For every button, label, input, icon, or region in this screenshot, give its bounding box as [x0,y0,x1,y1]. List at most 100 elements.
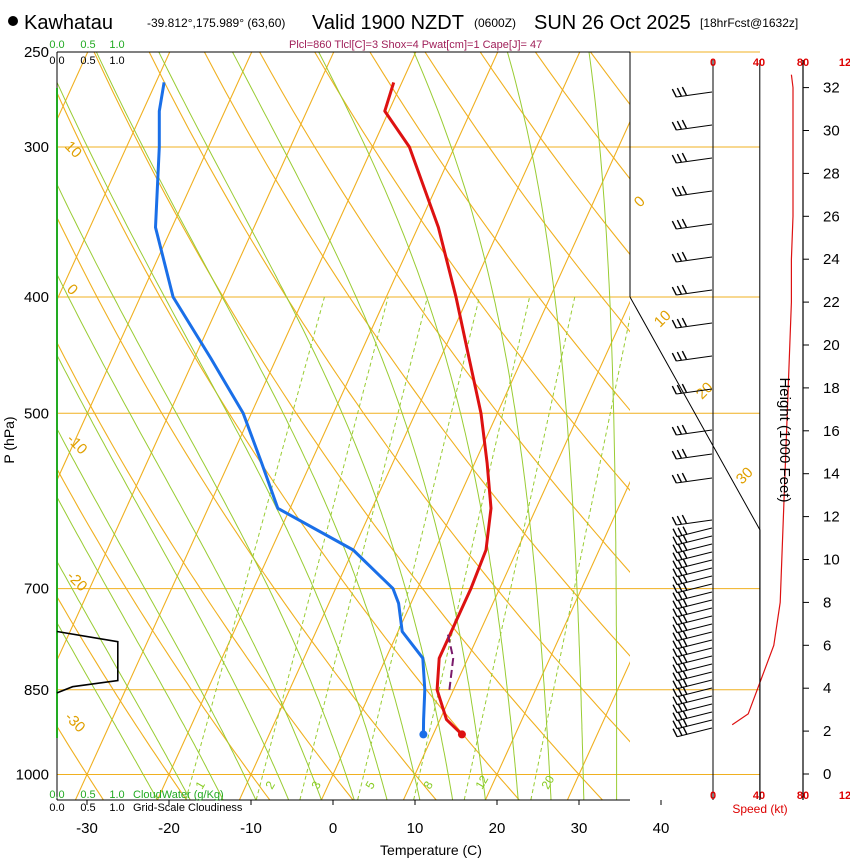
dry-adiabat-label: -30 [61,709,88,736]
barb-feather [677,687,683,697]
wind-barb [672,710,713,722]
barb-feather [677,711,683,721]
mixing-ratio-8 [413,296,531,800]
x-tick-label: 30 [571,820,588,837]
dry-adiabat [793,31,850,800]
thermo-grid [57,31,850,800]
barb-feather [676,153,682,163]
barb-feather [676,351,682,361]
dry-adiabat [57,467,271,800]
cloud-panel: 0.0 0.5 1.0 0.0 0.5 1.0 0.0 0.5 1.0 0.0 0.5 1.0 [49,39,124,814]
mixing-ratio-12 [463,296,576,800]
wind-barb [672,558,713,570]
barb-feather [681,86,687,96]
x-axis-title: Temperature (C) [380,842,482,858]
barb-feather [682,550,688,560]
moist-adiabat [158,52,454,800]
wind-barb [671,119,713,131]
barb-feather [681,152,687,162]
barb-feather [677,615,683,625]
dry-adiabat [424,52,630,333]
isotherm-40 [649,31,850,800]
barb-feather [682,606,688,616]
height-tick-label: 12 [823,509,840,526]
cloud-bottom-green-tick: 1.0 [109,789,124,801]
barb-feather [672,608,678,618]
barb-feather [672,704,678,714]
barb-feather [681,251,687,261]
barb-feather [677,631,683,641]
moist-adiabat [95,52,421,800]
barb-feather [672,632,678,642]
height-tick-label: 24 [823,251,840,268]
barb-feather [682,638,688,648]
wind-barb [672,718,713,730]
wind-barb [671,514,713,526]
wind-barb [672,598,713,610]
barb-feather [677,671,683,681]
wind-barb [671,218,713,230]
barb-feather [672,648,678,658]
barb-feather [682,526,688,536]
moist-adiabat [57,560,191,800]
cloudiness-label: Grid-Scale Cloudiness [133,802,243,814]
barb-feather [681,514,687,524]
dry-adiabat [93,52,603,800]
barb-feather [682,598,688,608]
barb-staff [676,91,713,98]
barb-staff [676,223,713,230]
barb-feather [682,718,688,728]
x-tick-label: 20 [489,820,506,837]
barb-feather [672,616,678,626]
barb-staff [676,388,713,395]
barb-feather [681,350,687,360]
moist-adiabat [57,427,257,800]
dry-adiabat [630,31,850,800]
parcel-trace [446,631,455,690]
moist-adiabat [57,273,322,800]
mixing-ratio-label: 20 [538,773,557,792]
barb-feather [677,703,683,713]
height-tick-label: 0 [823,766,831,783]
moist-adiabat [231,52,486,800]
barb-feather [671,253,677,263]
barb-staff [676,453,713,460]
barb-feather [672,688,678,698]
barb-feather [676,186,682,196]
barb-staff [676,322,713,329]
wind-barb [671,152,713,164]
dry-adiabat [369,52,630,412]
cloudiness-trace [56,630,119,694]
wind-barb [671,472,713,484]
isotherm-label: 10 [651,307,675,331]
barb-feather [681,185,687,195]
x-tick-label: -20 [158,820,180,837]
wind-barb [672,654,713,666]
barb-feather [672,528,678,538]
dry-adiabat-label: 10 [61,138,85,162]
barb-staff [676,519,713,526]
p-tick-label: 250 [24,44,49,61]
barb-feather [672,600,678,610]
barb-feather [677,623,683,633]
wind-barb [672,550,713,562]
surface-dewpoint-marker [419,730,428,739]
barb-feather [676,449,682,459]
mixing-ratio-label: 12 [472,773,491,792]
barb-feather [682,694,688,704]
barb-feather [677,695,683,705]
barb-feather [682,622,688,632]
wind-barb [672,638,713,650]
mixing-ratio-label: 8 [420,778,436,791]
height-tick-label: 22 [823,294,840,311]
wind-barb [672,534,713,546]
wind-barb [672,694,713,706]
isotherm--30 [74,52,417,800]
barb-feather [682,678,688,688]
dry-adiabat-label: 0 [63,281,81,299]
barb-feather [671,352,677,362]
location-coords: -39.812°,175.989° (63,60) [147,16,285,30]
barb-feather [672,624,678,634]
